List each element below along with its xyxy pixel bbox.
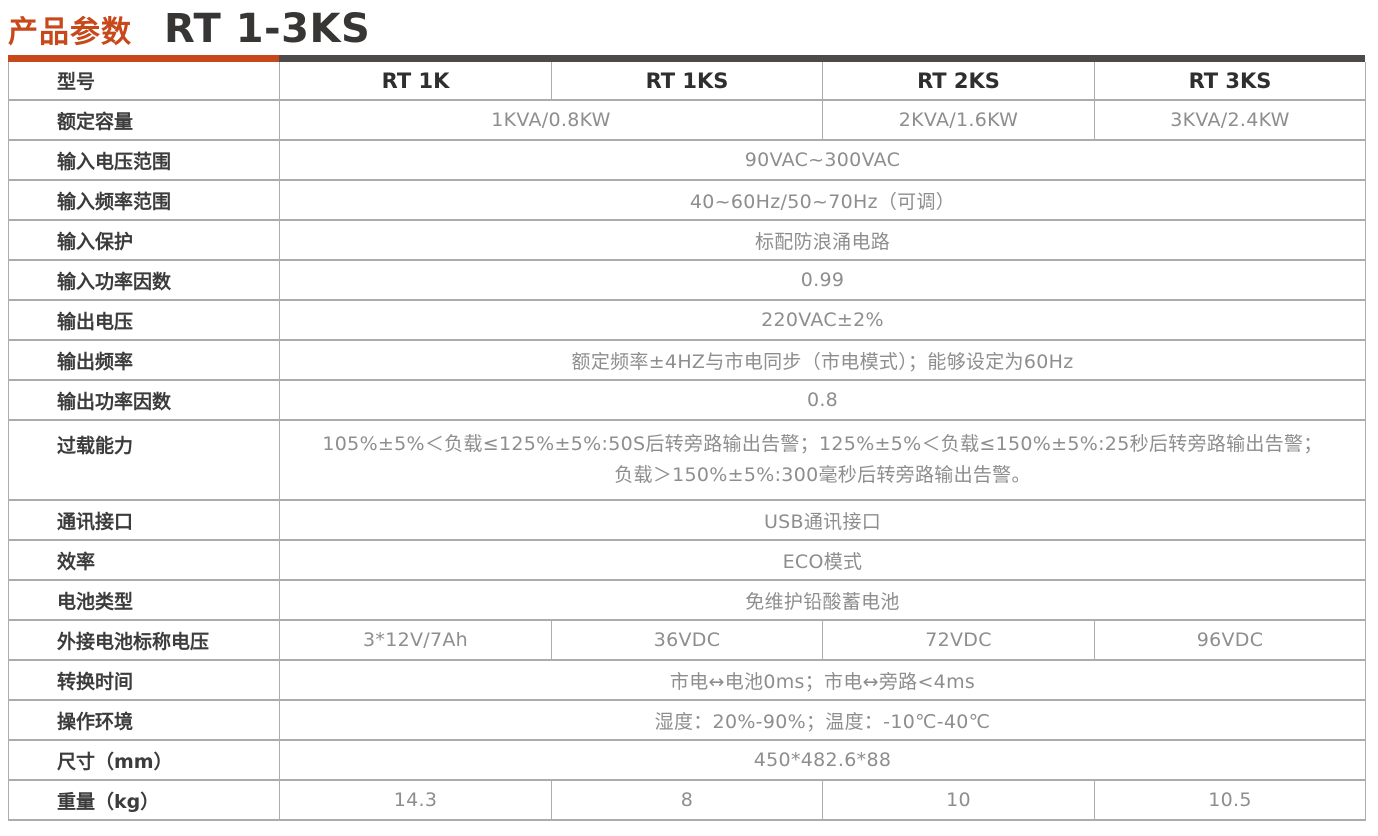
spec-label: 输出功率因数 bbox=[8, 379, 280, 421]
header-model-rt3ks: RT 3KS bbox=[1094, 62, 1366, 101]
table-row-output-frequency: 输出频率 额定频率±4HZ与市电同步（市电模式）；能够设定为60Hz bbox=[8, 339, 1366, 381]
spec-label: 输出电压 bbox=[8, 299, 280, 341]
spec-label: 输入电压范围 bbox=[8, 139, 280, 181]
table-row-battery-type: 电池类型 免维护铅酸蓄电池 bbox=[8, 579, 1366, 621]
spec-value: 1KVA/0.8KW bbox=[279, 99, 823, 141]
table-row-operating-environment: 操作环境 湿度：20%-90%；温度：-10℃-40℃ bbox=[8, 699, 1366, 741]
spec-value: ECO模式 bbox=[279, 539, 1366, 581]
table-row-efficiency: 效率 ECO模式 bbox=[8, 539, 1366, 581]
spec-label: 重量（kg） bbox=[8, 779, 280, 821]
header-label-model: 型号 bbox=[8, 62, 280, 101]
spec-label: 通讯接口 bbox=[8, 499, 280, 541]
spec-label: 输入保护 bbox=[8, 219, 280, 261]
table-row-communication-port: 通讯接口 USB通讯接口 bbox=[8, 499, 1366, 541]
spec-value: 10.5 bbox=[1094, 779, 1366, 821]
spec-label: 过载能力 bbox=[8, 419, 280, 501]
spec-value: 0.8 bbox=[279, 379, 1366, 421]
spec-value: 40~60Hz/50~70Hz（可调） bbox=[279, 179, 1366, 221]
spec-label: 效率 bbox=[8, 539, 280, 581]
header-model-rt2ks: RT 2KS bbox=[822, 62, 1095, 101]
spec-value: 220VAC±2% bbox=[279, 299, 1366, 341]
spec-label: 外接电池标称电压 bbox=[8, 619, 280, 661]
spec-value: 72VDC bbox=[822, 619, 1095, 661]
section-title: 产品参数 bbox=[8, 15, 132, 50]
rule-orange-segment bbox=[8, 55, 279, 62]
spec-value: USB通讯接口 bbox=[279, 499, 1366, 541]
table-row-transfer-time: 转换时间 市电↔电池0ms；市电↔旁路<4ms bbox=[8, 659, 1366, 701]
header-model-rt1ks: RT 1KS bbox=[551, 62, 823, 101]
table-row-input-protection: 输入保护 标配防浪涌电路 bbox=[8, 219, 1366, 261]
header-model-rt1k: RT 1K bbox=[279, 62, 552, 101]
spec-value: 3KVA/2.4KW bbox=[1094, 99, 1366, 141]
spec-value: 8 bbox=[551, 779, 823, 821]
spec-value: 36VDC bbox=[551, 619, 823, 661]
spec-label: 输出频率 bbox=[8, 339, 280, 381]
spec-value: 2KVA/1.6KW bbox=[822, 99, 1095, 141]
spec-value: 96VDC bbox=[1094, 619, 1366, 661]
spec-value: 标配防浪涌电路 bbox=[279, 219, 1366, 261]
spec-value: 105%±5%＜负载≤125%±5%:50S后转旁路输出告警；125%±5%＜负… bbox=[279, 419, 1366, 501]
spec-value: 免维护铅酸蓄电池 bbox=[279, 579, 1366, 621]
spec-label: 尺寸（mm） bbox=[8, 739, 280, 781]
table-row-input-frequency-range: 输入频率范围 40~60Hz/50~70Hz（可调） bbox=[8, 179, 1366, 221]
spec-value: 市电↔电池0ms；市电↔旁路<4ms bbox=[279, 659, 1366, 701]
table-row-external-battery-voltage: 外接电池标称电压 3*12V/7Ah 36VDC 72VDC 96VDC bbox=[8, 619, 1366, 661]
page-title: 产品参数 RT 1-3KS bbox=[8, 6, 370, 52]
rule-dark-segment bbox=[279, 55, 1365, 62]
spec-value: 额定频率±4HZ与市电同步（市电模式）；能够设定为60Hz bbox=[279, 339, 1366, 381]
spec-value: 0.99 bbox=[279, 259, 1366, 301]
spec-label: 输入功率因数 bbox=[8, 259, 280, 301]
table-row-rated-capacity: 额定容量 1KVA/0.8KW 2KVA/1.6KW 3KVA/2.4KW bbox=[8, 99, 1366, 141]
title-underline-rule bbox=[8, 55, 1365, 62]
table-row-input-power-factor: 输入功率因数 0.99 bbox=[8, 259, 1366, 301]
spec-label: 操作环境 bbox=[8, 699, 280, 741]
table-row-weight: 重量（kg） 14.3 8 10 10.5 bbox=[8, 779, 1366, 821]
table-row-input-voltage-range: 输入电压范围 90VAC~300VAC bbox=[8, 139, 1366, 181]
spec-value: 3*12V/7Ah bbox=[279, 619, 552, 661]
spec-value: 14.3 bbox=[279, 779, 552, 821]
table-row-dimensions: 尺寸（mm） 450*482.6*88 bbox=[8, 739, 1366, 781]
spec-value: 湿度：20%-90%；温度：-10℃-40℃ bbox=[279, 699, 1366, 741]
spec-label: 电池类型 bbox=[8, 579, 280, 621]
spec-label: 输入频率范围 bbox=[8, 179, 280, 221]
table-row-overload-capacity: 过载能力 105%±5%＜负载≤125%±5%:50S后转旁路输出告警；125%… bbox=[8, 419, 1366, 501]
spec-value: 90VAC~300VAC bbox=[279, 139, 1366, 181]
spec-value: 450*482.6*88 bbox=[279, 739, 1366, 781]
spec-label: 额定容量 bbox=[8, 99, 280, 141]
table-row-output-voltage: 输出电压 220VAC±2% bbox=[8, 299, 1366, 341]
model-range-title: RT 1-3KS bbox=[164, 6, 371, 52]
table-header-row: 型号 RT 1K RT 1KS RT 2KS RT 3KS bbox=[8, 62, 1366, 101]
spec-value: 10 bbox=[822, 779, 1095, 821]
spec-table: 型号 RT 1K RT 1KS RT 2KS RT 3KS 额定容量 1KVA/… bbox=[8, 62, 1366, 821]
spec-label: 转换时间 bbox=[8, 659, 280, 701]
table-row-output-power-factor: 输出功率因数 0.8 bbox=[8, 379, 1366, 421]
